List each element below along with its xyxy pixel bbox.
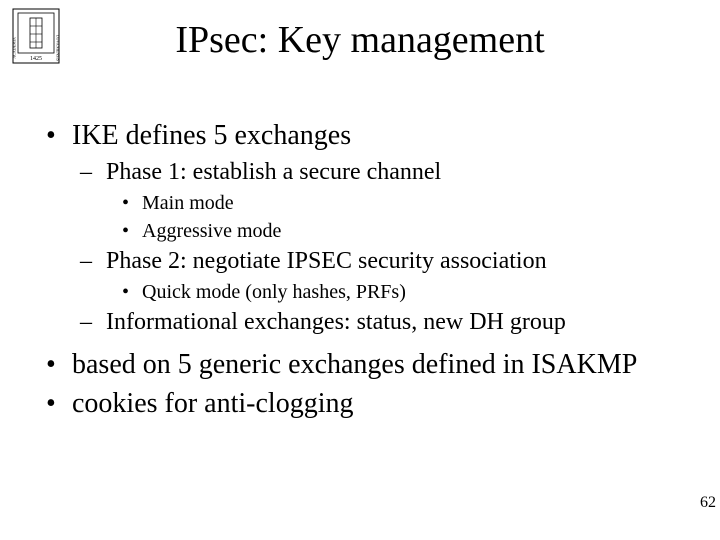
bullet-l2: Phase 1: establish a secure channel bbox=[80, 157, 696, 188]
slide-body: IKE defines 5 exchanges Phase 1: establi… bbox=[46, 118, 696, 425]
bullet-l1: based on 5 generic exchanges defined in … bbox=[46, 347, 696, 382]
bullet-l2: Phase 2: negotiate IPSEC security associ… bbox=[80, 246, 696, 277]
bullet-l3: Aggressive mode bbox=[122, 218, 696, 244]
bullet-l1: cookies for anti-clogging bbox=[46, 386, 696, 421]
bullet-l3: Main mode bbox=[122, 190, 696, 216]
bullet-l3: Quick mode (only hashes, PRFs) bbox=[122, 279, 696, 305]
slide-title: IPsec: Key management bbox=[0, 18, 720, 62]
bullet-l2: Informational exchanges: status, new DH … bbox=[80, 307, 696, 338]
page-number: 62 bbox=[700, 494, 716, 512]
slide: 1425 ACADEMIA LOVANIENSIS IPsec: Key man… bbox=[0, 0, 720, 540]
bullet-l1: IKE defines 5 exchanges bbox=[46, 118, 696, 153]
